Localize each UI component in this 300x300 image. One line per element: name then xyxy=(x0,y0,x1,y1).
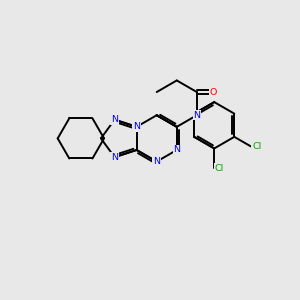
Text: N: N xyxy=(111,153,118,162)
Text: N: N xyxy=(153,157,160,166)
Text: N: N xyxy=(111,115,118,124)
Text: N: N xyxy=(194,111,200,120)
Text: O: O xyxy=(209,88,217,97)
Text: Cl: Cl xyxy=(215,164,224,173)
Text: Cl: Cl xyxy=(252,142,261,151)
Text: N: N xyxy=(173,146,180,154)
Text: N: N xyxy=(133,122,140,131)
